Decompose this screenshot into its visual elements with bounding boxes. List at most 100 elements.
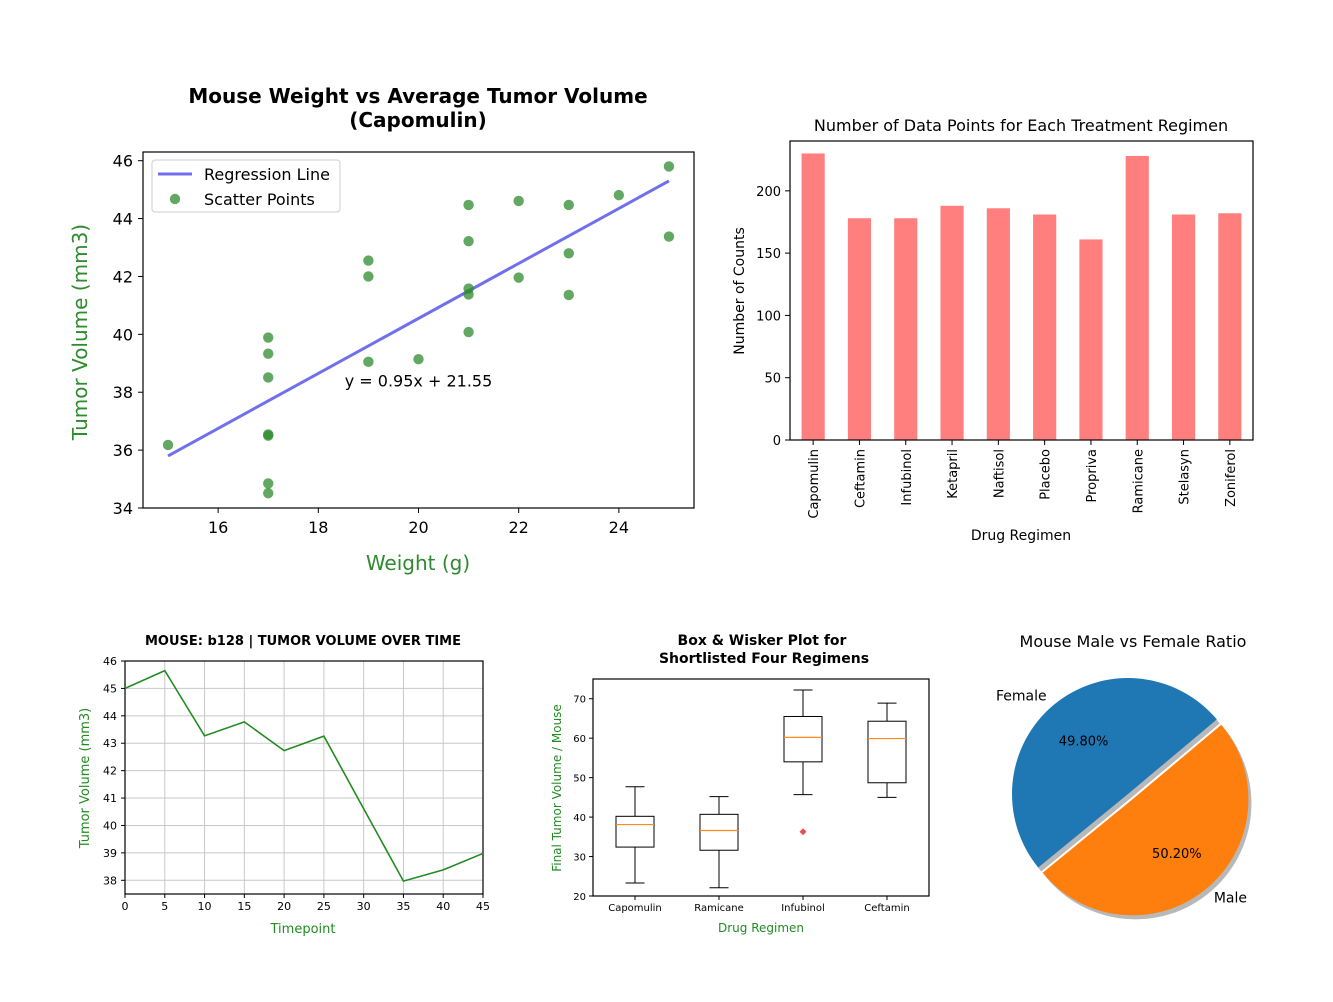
bar	[1171, 214, 1196, 440]
scatter-y-tick-label: 36	[113, 441, 133, 460]
box-iqr	[615, 815, 655, 848]
scatter-x-tick-label: 16	[208, 518, 228, 537]
line-title: MOUSE: b128 | TUMOR VOLUME OVER TIME	[145, 634, 461, 649]
bar-category-label: Ceftamin	[853, 449, 868, 508]
pie-category-label: Male	[1214, 891, 1247, 907]
scatter-point	[263, 488, 274, 499]
line-y-tick-label: 42	[103, 765, 117, 778]
legend-point-swatch	[169, 193, 181, 205]
scatter-title: Mouse Weight vs Average Tumor Volume	[188, 84, 647, 108]
bar	[986, 208, 1010, 440]
scatter-x-tick-label: 18	[308, 518, 328, 537]
scatter-y-axis-label: Tumor Volume (mm3)	[68, 224, 92, 441]
bar-y-tick-label: 150	[756, 247, 781, 262]
legend-line-label: Regression Line	[204, 165, 330, 184]
scatter-point	[363, 271, 374, 282]
scatter-point	[263, 348, 274, 359]
line-x-tick-label: 10	[198, 900, 212, 913]
bar-category-label: Zoniferol	[1224, 449, 1239, 507]
scatter-y-tick-label: 40	[113, 325, 133, 344]
bar-category-label: Capomulin	[807, 449, 822, 519]
bar-y-tick-label: 100	[756, 309, 781, 324]
box-iqr	[783, 715, 823, 763]
line-x-tick-label: 0	[122, 900, 129, 913]
line-x-tick-label: 40	[436, 900, 450, 913]
line-x-axis-label: Timepoint	[270, 922, 336, 937]
scatter-subtitle: (Capomulin)	[349, 108, 487, 132]
bar	[1125, 155, 1149, 440]
scatter-point	[663, 161, 675, 172]
bar-y-tick-label: 200	[756, 185, 781, 200]
scatter-point	[463, 199, 474, 211]
pie-slice-female	[1011, 677, 1217, 868]
line-x-tick-label: 15	[237, 900, 251, 913]
line-y-tick-label: 39	[103, 847, 117, 860]
bar-category-label: Ketapril	[946, 449, 961, 499]
bar-y-tick-label: 50	[764, 372, 781, 387]
regression-line	[167, 179, 670, 458]
scatter-point	[463, 326, 474, 338]
scatter-point	[413, 354, 424, 365]
box-y-tick-label: 50	[573, 774, 586, 785]
bar-category-label: Ramicane	[1131, 449, 1146, 513]
line-x-tick-label: 45	[476, 900, 490, 913]
scatter-point	[263, 372, 274, 383]
bar	[801, 153, 825, 441]
scatter-point	[263, 429, 274, 440]
bar-y-tick-label: 0	[773, 434, 781, 449]
scatter-point	[363, 356, 374, 368]
scatter-y-tick-label: 46	[113, 152, 133, 171]
box-y-tick-label: 40	[573, 813, 586, 824]
box-category-label: Ramicane	[694, 903, 744, 914]
bar	[940, 205, 964, 440]
line-y-tick-label: 40	[103, 819, 117, 832]
bar	[894, 218, 918, 440]
scatter-y-tick-label: 42	[113, 267, 133, 286]
bar-y-axis-label: Number of Counts	[732, 227, 748, 355]
scatter-point	[162, 439, 174, 451]
bar-category-label: Propriva	[1085, 449, 1100, 503]
scatter-point	[513, 195, 524, 207]
bar-category-label: Infubinol	[900, 449, 915, 506]
box-x-axis-label: Drug Regimen	[718, 921, 804, 935]
bar-category-label: Placebo	[1039, 449, 1054, 500]
line-y-tick-label: 41	[103, 792, 117, 805]
line-x-tick-label: 20	[277, 900, 291, 913]
pie-category-label: Female	[996, 689, 1047, 705]
regression-equation: y = 0.95x + 21.55	[345, 371, 493, 390]
bar	[847, 218, 872, 440]
bar-x-axis-label: Drug Regimen	[971, 528, 1071, 544]
bar-category-label: Naftisol	[992, 449, 1007, 498]
box-y-tick-label: 20	[573, 892, 586, 903]
pie-title: Mouse Male vs Female Ratio	[1020, 632, 1247, 651]
scatter-chart: Mouse Weight vs Average Tumor Volume(Cap…	[68, 84, 695, 575]
scatter-point	[563, 289, 574, 301]
scatter-x-tick-label: 24	[609, 518, 629, 537]
scatter-x-axis-label: Weight (g)	[366, 551, 470, 575]
scatter-y-tick-label: 44	[113, 210, 133, 229]
bar-title: Number of Data Points for Each Treatment…	[814, 116, 1228, 135]
box-outlier	[799, 828, 807, 836]
legend-points-label: Scatter Points	[204, 190, 315, 209]
line-chart: MOUSE: b128 | TUMOR VOLUME OVER TIME 0 5 10…	[78, 634, 490, 937]
box-y-axis-label: Final Tumor Volume / Mouse	[550, 704, 564, 872]
scatter-y-tick-label: 34	[113, 499, 133, 518]
line-y-tick-label: 46	[103, 655, 117, 668]
scatter-point	[363, 255, 374, 266]
pie-slice-male	[1042, 724, 1249, 916]
bar-plot-frame	[789, 140, 1254, 441]
box-y-tick-label: 60	[573, 734, 586, 745]
bar	[1079, 239, 1103, 440]
line-x-tick-label: 5	[161, 900, 168, 913]
line-x-tick-label: 30	[357, 900, 371, 913]
line-y-tick-label: 43	[103, 737, 117, 750]
line-x-tick-label: 25	[317, 900, 331, 913]
scatter-point	[263, 478, 274, 489]
scatter-point	[263, 332, 274, 343]
box-plot-frame	[592, 678, 930, 897]
scatter-x-tick-label: 22	[509, 518, 529, 537]
box-subtitle: Shortlisted Four Regimens	[659, 651, 869, 667]
box-iqr	[699, 813, 739, 851]
box-y-tick-label: 70	[573, 695, 586, 706]
